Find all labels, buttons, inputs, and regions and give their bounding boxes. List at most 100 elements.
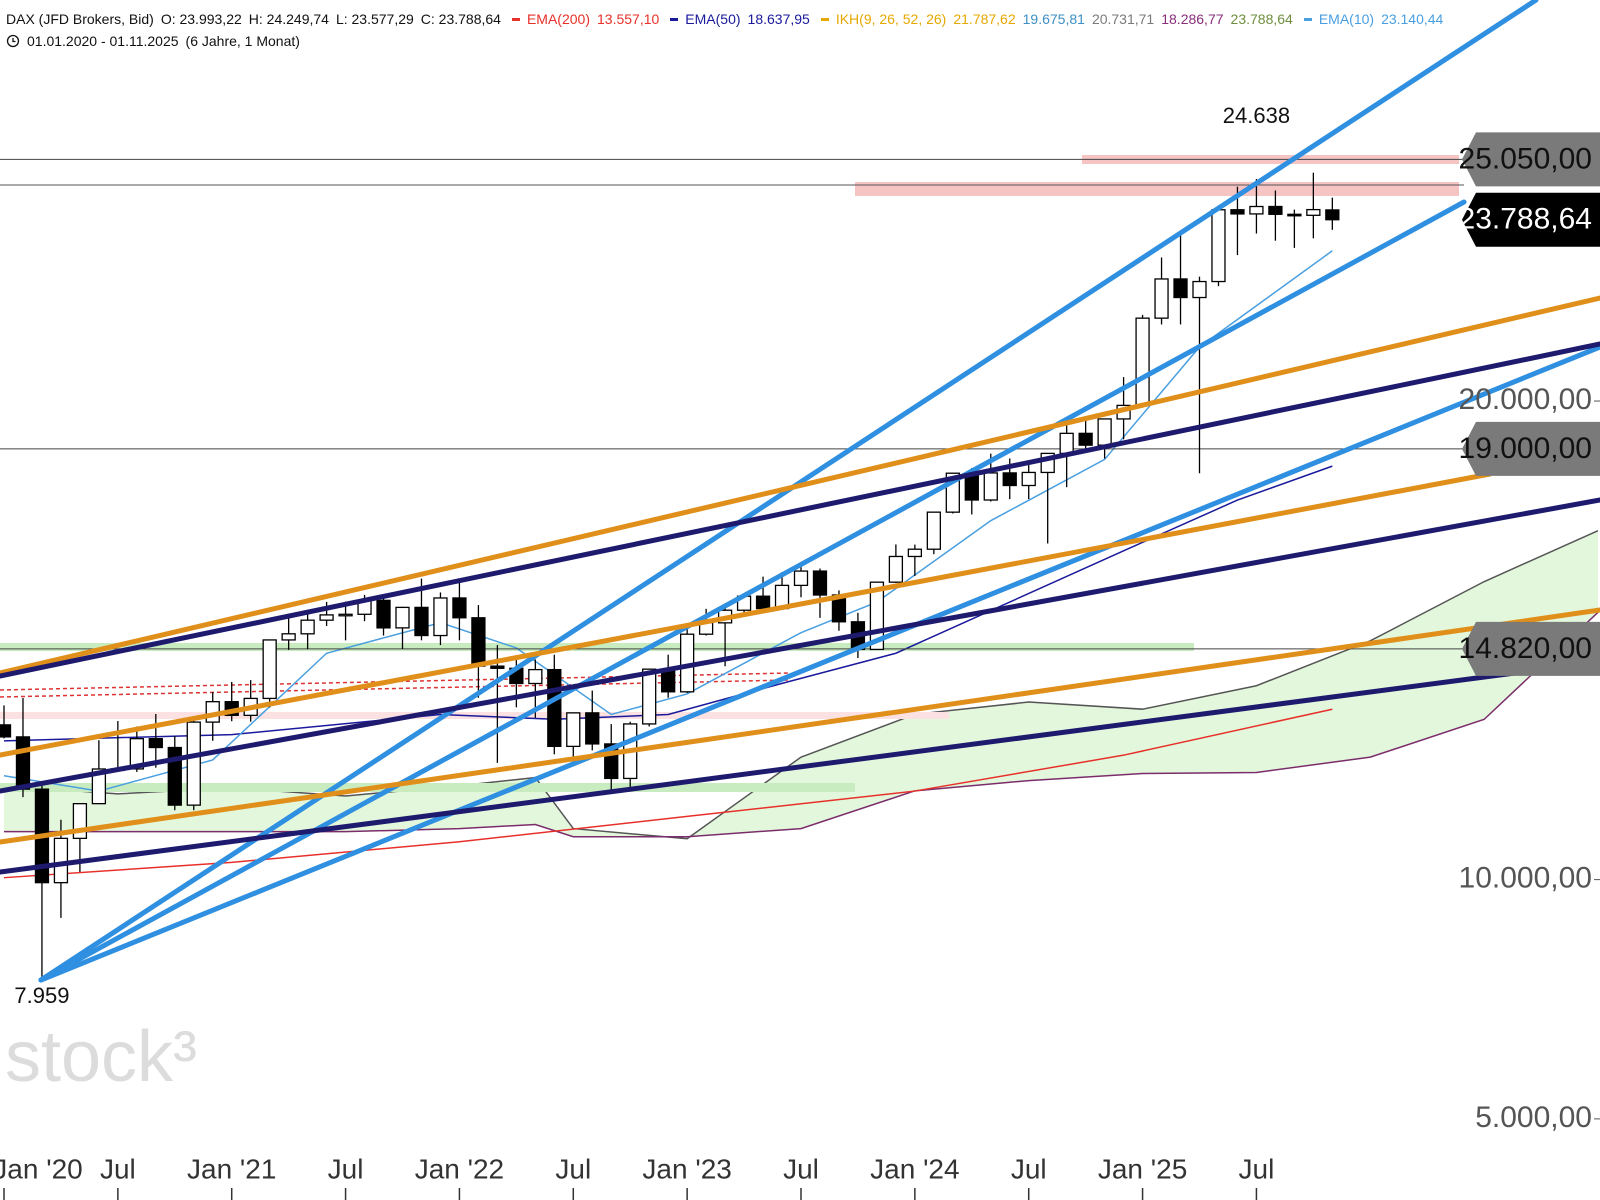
- candle-body: [452, 597, 467, 619]
- candle-body: [983, 472, 998, 501]
- support-zone: [0, 643, 1194, 651]
- clock-icon: [6, 34, 20, 48]
- candle-body: [1287, 213, 1302, 217]
- dotted-line: [0, 679, 791, 698]
- level-label: 19.000,00: [1459, 432, 1592, 465]
- candle-body: [281, 633, 296, 641]
- candle-body: [15, 736, 31, 790]
- x-tick-label: Jan '20: [0, 1153, 83, 1184]
- resistance-zone: [855, 182, 1459, 196]
- trendline: [0, 670, 1518, 875]
- candle-body: [433, 597, 448, 637]
- candle-body: [148, 738, 163, 749]
- candle-body: [1249, 205, 1264, 215]
- annotation: 24.638: [1223, 103, 1290, 128]
- x-tick-label: Jul: [1239, 1153, 1275, 1184]
- level-box: [1462, 132, 1600, 187]
- x-tick-label: Jul: [783, 1153, 819, 1184]
- candle-body: [1306, 208, 1321, 216]
- candle-body: [1211, 209, 1226, 283]
- support-zone: [0, 783, 855, 792]
- candle-body: [1268, 205, 1283, 215]
- candle-body: [91, 768, 107, 805]
- legend-value: 21.787,62: [953, 11, 1016, 27]
- level-box: [1462, 421, 1600, 476]
- candle-body: [186, 721, 201, 806]
- candle-body: [1059, 432, 1074, 455]
- x-tick-label: Jan '22: [415, 1153, 504, 1184]
- legend-marker: [511, 17, 520, 21]
- candle-body: [812, 570, 828, 596]
- period: (6 Jahre, 1 Monat): [185, 33, 300, 49]
- trendline: [0, 471, 1493, 758]
- candle-body: [907, 548, 923, 558]
- candle-body: [1192, 280, 1207, 299]
- candle-body: [547, 668, 562, 748]
- candle-body: [471, 617, 486, 667]
- symbol: DAX (JFD Brokers, Bid): [6, 11, 154, 27]
- candle-body: [1173, 278, 1188, 299]
- candle-body: [528, 668, 543, 685]
- header: DAX (JFD Brokers, Bid) O: 23.993,22 H: 24.…: [6, 8, 1443, 52]
- last-price-label: 23.788,64: [1459, 203, 1592, 236]
- candle-body: [376, 599, 391, 629]
- legend-marker: [670, 17, 679, 21]
- level-label: 14.820,00: [1459, 632, 1592, 665]
- legend-value: 20.731,71: [1091, 11, 1155, 27]
- candle-body: [395, 606, 410, 629]
- candle-body: [129, 738, 144, 770]
- candle-body: [300, 619, 315, 635]
- candle-body: [566, 712, 581, 748]
- ohlc-label: C: 23.788,64: [420, 11, 501, 27]
- legend-value: 23.140,44: [1381, 11, 1444, 27]
- candle-body: [1135, 317, 1150, 407]
- last-price-box: [1462, 192, 1600, 247]
- legend-name: IKH(9, 26, 52, 26): [835, 11, 947, 27]
- candle-body: [414, 606, 429, 637]
- x-tick-label: Jul: [555, 1153, 591, 1184]
- candle-body: [1021, 471, 1036, 487]
- date-range: 01.01.2020 - 01.11.2025: [27, 33, 179, 49]
- level-box: [1462, 621, 1600, 676]
- y-tick-label: 10.000,00: [1459, 862, 1592, 895]
- header-row: 01.01.2020 - 01.11.2025 (6 Jahre, 1 Mona…: [6, 30, 1443, 52]
- trendline: [38, 199, 1467, 983]
- ichimoku-cloud: [4, 530, 1598, 839]
- candle-body: [338, 613, 353, 617]
- legend-value: 19.675,81: [1022, 11, 1085, 27]
- trendline: [0, 607, 1600, 845]
- trendline: [0, 497, 1600, 794]
- ohlc-label: L: 23.577,29: [335, 11, 414, 27]
- y-tick-label: 20.000,00: [1459, 383, 1592, 416]
- ohlc-label: H: 24.249,74: [248, 11, 329, 27]
- legend-value: 18.286,77: [1161, 11, 1224, 27]
- x-tick-label: Jul: [100, 1153, 136, 1184]
- candle-body: [1230, 209, 1245, 215]
- watermark: stock³: [5, 1017, 197, 1097]
- candle-body: [1002, 472, 1017, 487]
- candle-body: [888, 555, 904, 583]
- x-tick-label: Jan '24: [870, 1153, 959, 1184]
- candle-body: [1078, 432, 1093, 446]
- x-tick-label: Jan '23: [642, 1153, 731, 1184]
- trendline: [0, 295, 1600, 676]
- candle-body: [1097, 418, 1112, 446]
- candle-body: [262, 639, 277, 700]
- legend-name: EMA(200): [526, 11, 590, 27]
- candle-body: [926, 511, 941, 550]
- candle-body: [53, 837, 69, 884]
- candle-body: [319, 614, 334, 621]
- candle-body: [585, 712, 600, 745]
- candle-body: [0, 724, 12, 738]
- candle-body: [490, 665, 505, 669]
- legend-name: EMA(50): [685, 11, 741, 27]
- candle-body: [1154, 278, 1169, 319]
- trendlines: [0, 0, 1600, 983]
- x-tick-label: Jan '25: [1098, 1153, 1187, 1184]
- candle-body: [793, 570, 809, 587]
- legend-marker: [1303, 17, 1312, 21]
- x-tick-label: Jan '21: [187, 1153, 276, 1184]
